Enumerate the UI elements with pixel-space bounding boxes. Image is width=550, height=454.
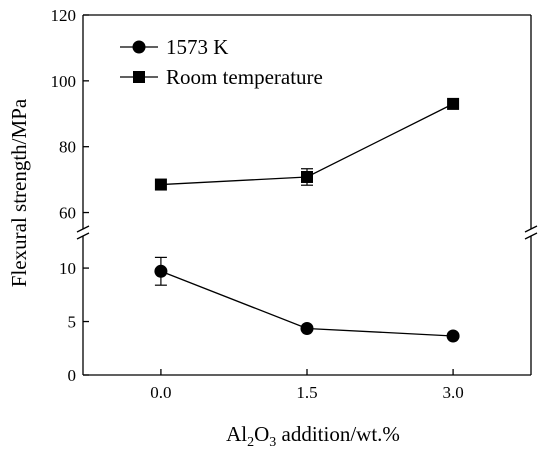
y-tick-label: 0 (68, 366, 77, 385)
y-tick-label: 100 (51, 72, 77, 91)
x-tick-label: 1.5 (296, 383, 317, 402)
series-room-temperature-point (447, 97, 460, 110)
series-layer (154, 97, 460, 343)
axes: 0 5 10 60 80 100 120 0.0 1.5 3.0 (51, 6, 538, 402)
legend-item-1573k-marker (132, 40, 146, 54)
y-tick-label: 80 (59, 138, 76, 157)
series-1573k-point (154, 264, 168, 278)
axis-break-mark (524, 232, 538, 240)
legend-item-room-temperature-marker (133, 71, 145, 83)
legend-item-1573k-label: 1573 K (166, 35, 228, 59)
y-tick-label: 10 (59, 259, 76, 278)
axis-break-mark (524, 225, 538, 233)
x-axis-title: Al2O3 addition/wt.% (226, 422, 400, 450)
x-tick-label: 0.0 (150, 383, 171, 402)
series-room-temperature-point (154, 178, 167, 191)
series-room-temperature-point (301, 170, 313, 183)
x-title-subscript: 3 (269, 435, 276, 450)
y-tick-label: 60 (59, 204, 76, 223)
legend: 1573 K Room temperature (120, 35, 323, 89)
y-axis-title: Flexural strength/MPa (7, 98, 31, 287)
axis-break-mark (76, 225, 90, 233)
y-tick-label: 5 (68, 313, 77, 332)
x-tick-label: 3.0 (442, 383, 463, 402)
x-title-part: O (254, 422, 269, 446)
series-1573k-point (300, 321, 314, 335)
series-1573k-point (446, 329, 460, 343)
axis-break-mark (76, 232, 90, 240)
legend-item-room-temperature-label: Room temperature (166, 65, 323, 89)
y-tick-label: 120 (51, 6, 77, 25)
x-title-subscript: 2 (247, 435, 254, 450)
x-title-part: Al (226, 422, 247, 446)
x-title-part: addition/wt.% (276, 422, 400, 446)
